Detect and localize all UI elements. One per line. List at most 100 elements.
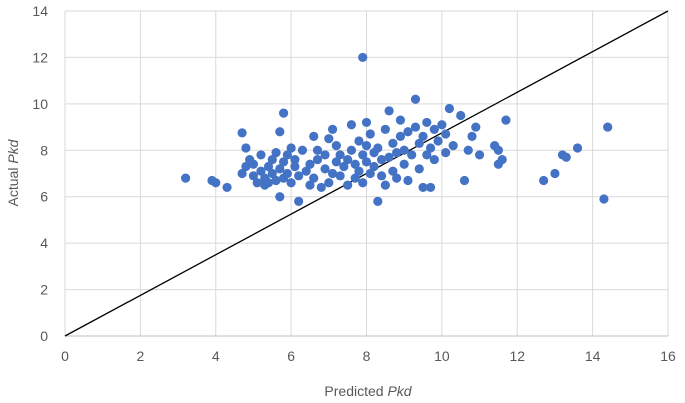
data-point (324, 178, 334, 188)
data-point (414, 138, 424, 148)
data-point (388, 138, 398, 148)
data-point (301, 166, 311, 176)
data-point (252, 178, 262, 188)
data-point (399, 145, 409, 155)
data-point (459, 175, 470, 186)
data-point (256, 166, 266, 176)
data-point (312, 145, 323, 155)
data-point (354, 136, 364, 146)
data-points (181, 52, 613, 206)
data-point (380, 180, 390, 190)
data-point (354, 166, 364, 176)
data-point (297, 145, 308, 155)
x-axis-title: Predicted Pkd (324, 383, 412, 399)
data-point (403, 127, 413, 137)
data-point (410, 94, 421, 104)
data-point (497, 154, 507, 165)
data-point (320, 164, 330, 174)
data-point (437, 120, 447, 130)
x-tick-label: 8 (363, 348, 371, 364)
data-point (380, 124, 390, 134)
data-point (290, 154, 300, 165)
data-point (263, 161, 274, 172)
data-point (327, 168, 338, 179)
y-tick-label: 6 (40, 189, 48, 205)
data-point (441, 148, 451, 158)
x-tick-label: 10 (434, 348, 450, 364)
data-point (241, 143, 251, 153)
data-point (327, 124, 338, 134)
data-point (561, 152, 571, 162)
y-tick-label: 8 (40, 142, 48, 158)
data-point (346, 120, 357, 130)
data-point (407, 150, 417, 160)
data-point (320, 150, 330, 160)
data-point (376, 154, 387, 165)
data-point (388, 166, 398, 176)
data-point (467, 131, 477, 141)
y-tick-label: 12 (32, 49, 48, 65)
data-point (335, 171, 345, 181)
data-point (331, 141, 341, 151)
y-axis-title-plain: Actual (5, 164, 21, 207)
data-point (275, 192, 285, 202)
data-point (294, 196, 304, 206)
data-point (550, 168, 560, 179)
data-point (335, 150, 345, 160)
data-point (361, 157, 372, 167)
data-point (263, 178, 274, 188)
y-tick-label: 10 (32, 96, 48, 112)
data-point (403, 175, 413, 186)
y-axis-title-italic: Pkd (5, 138, 21, 163)
data-point (361, 141, 372, 151)
gridlines (64, 10, 669, 337)
data-point (429, 124, 439, 134)
data-point (282, 168, 292, 179)
data-point (376, 171, 387, 181)
data-point (181, 173, 191, 183)
y-tick-label: 2 (40, 282, 48, 298)
data-point (241, 161, 251, 172)
x-tick-label: 4 (212, 348, 220, 364)
data-point (237, 128, 247, 138)
data-point (350, 173, 360, 183)
data-point (278, 108, 289, 118)
data-point (463, 145, 473, 155)
data-point (286, 178, 296, 188)
data-point (282, 150, 292, 160)
data-point (493, 145, 504, 155)
data-point (422, 150, 432, 160)
data-point (309, 173, 319, 183)
data-point (324, 134, 334, 144)
data-point (211, 178, 221, 188)
data-point (392, 148, 402, 158)
data-point (501, 115, 511, 125)
x-axis-tick-labels: 0 2 4 6 8 10 12 14 16 (61, 348, 676, 364)
data-point (599, 194, 609, 204)
x-tick-label: 12 (509, 348, 525, 364)
y-axis-tick-labels: 0 2 4 6 8 10 12 14 (32, 3, 48, 344)
data-point (369, 161, 379, 172)
data-point (350, 159, 360, 169)
data-point (448, 141, 458, 151)
data-point (399, 159, 409, 169)
data-point (365, 129, 375, 139)
x-tick-label: 16 (660, 348, 676, 364)
data-point (365, 168, 375, 179)
y-tick-label: 4 (40, 235, 48, 251)
data-point (256, 150, 266, 160)
x-tick-label: 14 (585, 348, 601, 364)
data-point (305, 159, 315, 169)
data-point (358, 150, 368, 160)
data-point (358, 52, 368, 63)
data-point (312, 154, 323, 165)
data-point (572, 143, 583, 153)
data-point (316, 182, 326, 193)
data-point (278, 157, 289, 167)
data-point (395, 115, 406, 125)
y-tick-label: 14 (32, 3, 48, 19)
data-point (248, 159, 259, 169)
data-point (444, 103, 455, 114)
data-point (429, 154, 439, 165)
